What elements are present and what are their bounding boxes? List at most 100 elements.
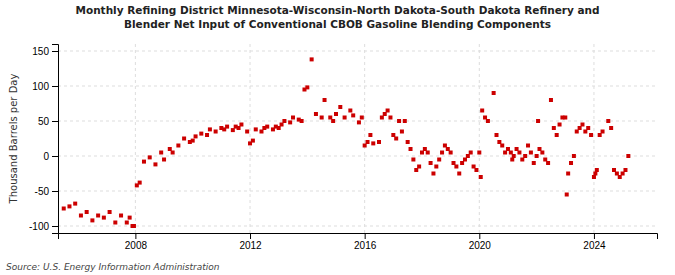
point xyxy=(251,139,255,143)
grid-line xyxy=(250,44,251,233)
point xyxy=(572,154,576,158)
grid-line xyxy=(58,226,657,227)
point xyxy=(351,113,355,117)
point xyxy=(526,144,530,148)
point xyxy=(552,126,556,130)
x-axis-line xyxy=(59,234,658,240)
point xyxy=(520,158,524,162)
point xyxy=(429,161,433,165)
point xyxy=(371,141,375,145)
point xyxy=(595,168,599,172)
point xyxy=(128,216,132,220)
point xyxy=(452,161,456,165)
point xyxy=(621,172,625,176)
x-axis-tick-mark xyxy=(135,233,136,239)
point xyxy=(168,147,172,151)
point xyxy=(615,172,619,176)
title-line: Blender Net Input of Conventional CBOB G… xyxy=(124,18,551,30)
point xyxy=(288,120,292,124)
point xyxy=(609,126,613,130)
point xyxy=(446,147,450,151)
point xyxy=(575,130,579,134)
point xyxy=(601,130,605,134)
point xyxy=(231,128,235,132)
point xyxy=(437,158,441,162)
point xyxy=(474,168,478,172)
x-axis-tick: 2008 xyxy=(125,233,148,251)
point xyxy=(259,130,263,134)
point xyxy=(245,130,249,134)
point xyxy=(492,91,496,95)
point xyxy=(403,119,407,123)
point xyxy=(205,133,209,137)
point xyxy=(500,144,504,148)
point xyxy=(480,109,484,113)
y-axis-tick-mark xyxy=(52,121,58,122)
point xyxy=(277,126,281,130)
annotation: Source: U.S. Energy Information Administ… xyxy=(6,262,220,272)
point xyxy=(486,119,490,123)
point xyxy=(510,158,514,162)
point xyxy=(540,151,544,155)
point xyxy=(79,214,83,218)
grid-line xyxy=(58,86,657,87)
point xyxy=(479,175,483,179)
point xyxy=(549,98,553,102)
point xyxy=(503,151,507,155)
point xyxy=(580,123,584,127)
point xyxy=(454,165,458,169)
x-axis-tick: 2024 xyxy=(583,233,606,251)
x-axis-tick-mark xyxy=(479,233,480,239)
point xyxy=(142,160,146,164)
point xyxy=(434,165,438,169)
point xyxy=(363,144,367,148)
point xyxy=(159,151,163,155)
y-axis-tick-mark xyxy=(52,156,58,157)
x-axis-tick-mark xyxy=(250,233,251,239)
y-axis-tick: 50 xyxy=(38,116,58,127)
point xyxy=(113,221,117,225)
point xyxy=(477,151,481,155)
point xyxy=(563,116,567,120)
point xyxy=(397,119,401,123)
y-axis-tick: -100 xyxy=(29,221,58,232)
point xyxy=(254,127,258,131)
point xyxy=(138,181,142,185)
point xyxy=(153,162,157,166)
point xyxy=(265,125,269,129)
point xyxy=(225,125,229,129)
y-axis-tick-label: -100 xyxy=(29,221,49,232)
point xyxy=(589,133,593,137)
point xyxy=(239,123,243,127)
point xyxy=(343,116,347,120)
point xyxy=(119,214,123,218)
point xyxy=(394,137,398,141)
point xyxy=(586,126,590,130)
point xyxy=(314,112,318,116)
point xyxy=(426,151,430,155)
y-axis-tick-label: 150 xyxy=(32,46,49,57)
point xyxy=(323,98,327,102)
point xyxy=(305,85,309,89)
point xyxy=(194,134,198,138)
point xyxy=(618,175,622,179)
x-axis-tick-label: 2024 xyxy=(583,240,606,251)
point xyxy=(237,126,241,130)
point xyxy=(162,158,166,162)
x-axis-tick: 2020 xyxy=(469,233,492,251)
point xyxy=(536,119,540,123)
point xyxy=(171,151,175,155)
point xyxy=(483,116,487,120)
point xyxy=(391,133,395,137)
point xyxy=(598,133,602,137)
point xyxy=(565,193,569,197)
point xyxy=(532,161,536,165)
x-axis-tick-label: 2020 xyxy=(469,240,492,251)
y-axis-tick: 0 xyxy=(43,151,58,162)
point xyxy=(310,57,314,61)
point xyxy=(328,116,332,120)
point xyxy=(606,119,610,123)
point xyxy=(67,204,71,208)
point xyxy=(449,151,453,155)
point xyxy=(583,130,587,134)
